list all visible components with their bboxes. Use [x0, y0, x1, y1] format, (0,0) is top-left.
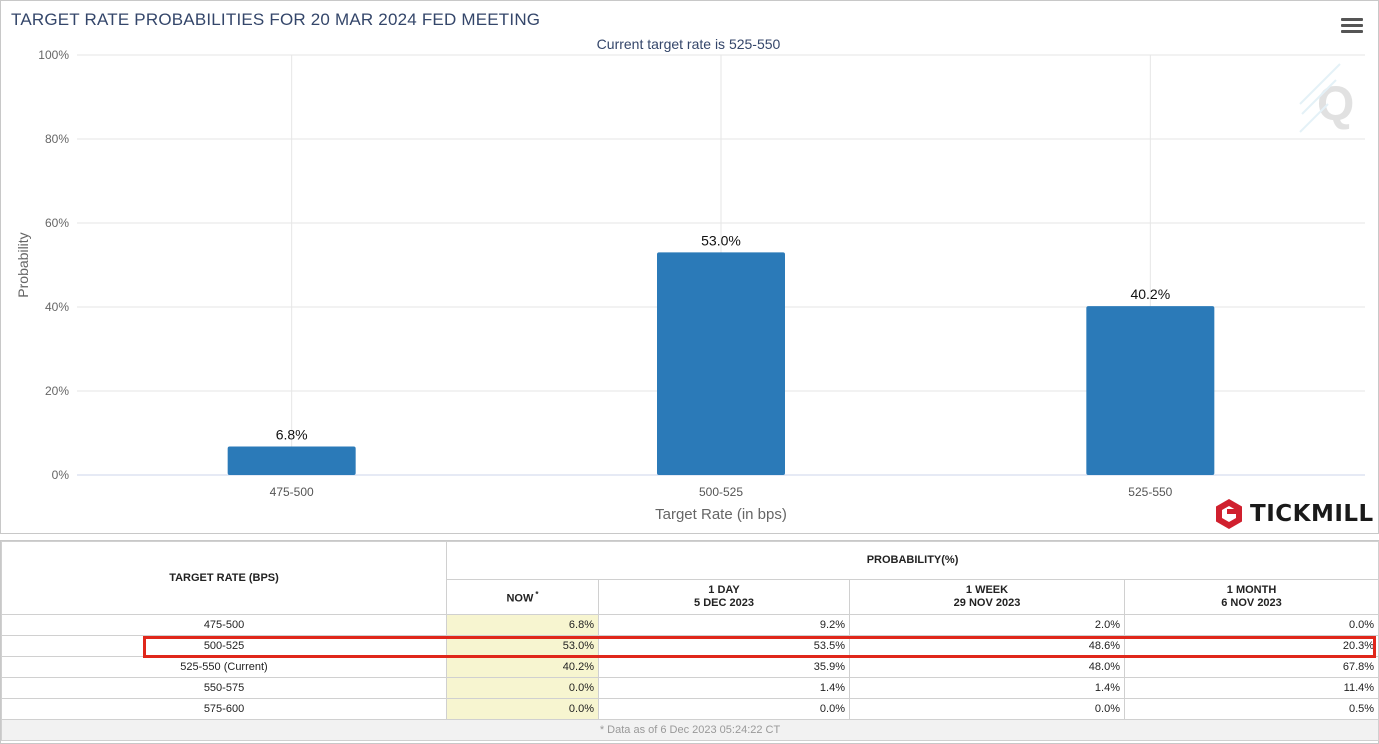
- header-col-label: 1 WEEK: [965, 583, 1009, 596]
- header-col-now: NOW *: [446, 578, 599, 615]
- header-probability: PROBABILITY(%): [445, 541, 1379, 580]
- x-tick-labels: 475-500 500-525 525-550: [270, 485, 1173, 499]
- bar-chart: 0% 20% 40% 60% 80% 100% 6.8% 53.0% 40.2% 475-50…: [15, 48, 1365, 523]
- y-tick-label: 100%: [38, 48, 69, 62]
- rate-cell: 575-600: [1, 698, 447, 720]
- y-tick-label: 60%: [45, 216, 69, 230]
- rate-cell: 475-500: [1, 614, 447, 636]
- header-col-label: 1 DAY: [708, 583, 740, 596]
- header-col-label: NOW: [506, 592, 534, 605]
- probability-cell: 48.0%: [849, 656, 1125, 678]
- y-tick-label: 40%: [45, 300, 69, 314]
- header-col-label: 1 MONTH: [1226, 583, 1277, 596]
- table-row: 500-525 53.0% 53.5% 48.6% 20.3%: [1, 635, 1379, 657]
- x-tick-label: 475-500: [270, 485, 314, 499]
- probability-cell: 1.4%: [598, 677, 850, 699]
- probability-cell: 0.0%: [446, 698, 599, 720]
- probability-cell: 0.5%: [1123, 698, 1379, 720]
- table-row: 525-550 (Current) 40.2% 35.9% 48.0% 67.8%: [1, 656, 1379, 678]
- data-labels: 6.8% 53.0% 40.2%: [276, 232, 1170, 442]
- header-col-date: 29 NOV 2023: [953, 596, 1021, 609]
- chart-subtitle: Current target rate is 525-550: [596, 36, 781, 52]
- table-row: 575-600 0.0% 0.0% 0.0% 0.5%: [1, 698, 1379, 720]
- tickmill-logo-text: TICKMILL: [1250, 501, 1374, 527]
- header-target-rate: TARGET RATE (BPS): [1, 541, 447, 615]
- probability-cell: 48.6%: [849, 635, 1125, 657]
- y-tick-label: 20%: [45, 384, 69, 398]
- chart-title: TARGET RATE PROBABILITIES FOR 20 MAR 202…: [11, 10, 541, 29]
- probability-table: TARGET RATE (BPS) PROBABILITY(%) NOW * 1 D…: [0, 541, 1379, 741]
- probability-cell: 67.8%: [1123, 656, 1379, 678]
- data-label: 6.8%: [276, 426, 308, 442]
- table-row: 550-575 0.0% 1.4% 1.4% 11.4%: [1, 677, 1379, 699]
- asterisk-mark: *: [535, 589, 539, 599]
- x-axis-label: Target Rate (in bps): [655, 506, 787, 523]
- header-col-1-week: 1 WEEK 29 NOV 2023: [849, 578, 1125, 615]
- table-footnote: * Data as of 6 Dec 2023 05:24:22 CT: [0, 719, 1379, 741]
- data-label: 53.0%: [701, 232, 741, 248]
- data-label: 40.2%: [1130, 286, 1170, 302]
- y-tick-labels: 0% 20% 40% 60% 80% 100%: [38, 48, 69, 482]
- tickmill-hexagon-logo-icon: [1216, 499, 1242, 529]
- x-tick-label: 500-525: [699, 485, 743, 499]
- y-tick-label: 0%: [52, 468, 70, 482]
- header-col-date: 6 NOV 2023: [1221, 596, 1282, 609]
- probability-cell: 40.2%: [446, 656, 599, 678]
- rate-cell: 550-575: [1, 677, 447, 699]
- bar-500-525[interactable]: [657, 252, 785, 475]
- q-watermark-icon: Q: [1299, 63, 1354, 133]
- probability-cell: 11.4%: [1123, 677, 1379, 699]
- rate-cell: 500-525: [1, 635, 447, 657]
- probability-cell: 1.4%: [849, 677, 1125, 699]
- table-row: 475-500 6.8% 9.2% 2.0% 0.0%: [1, 614, 1379, 636]
- probability-cell: 0.0%: [849, 698, 1125, 720]
- hamburger-menu-icon[interactable]: [1341, 18, 1363, 36]
- rate-cell: 525-550 (Current): [1, 656, 447, 678]
- bar-475-500[interactable]: [227, 446, 356, 475]
- header-col-1-month: 1 MONTH 6 NOV 2023: [1123, 578, 1379, 615]
- probability-cell: 53.0%: [446, 635, 599, 657]
- probability-cell: 53.5%: [598, 635, 850, 657]
- probability-cell: 20.3%: [1123, 635, 1379, 657]
- tickmill-brand: TICKMILL: [1214, 498, 1374, 530]
- probability-cell: 0.0%: [1123, 614, 1379, 636]
- header-col-1-day: 1 DAY 5 DEC 2023: [598, 578, 850, 615]
- probability-table-panel: TARGET RATE (BPS) PROBABILITY(%) NOW * 1 D…: [0, 540, 1379, 744]
- probability-cell: 9.2%: [598, 614, 850, 636]
- y-tick-label: 80%: [45, 132, 69, 146]
- x-tick-label: 525-550: [1128, 485, 1172, 499]
- probability-cell: 6.8%: [446, 614, 599, 636]
- bars: [227, 252, 1215, 475]
- probability-cell: 35.9%: [598, 656, 850, 678]
- probability-cell: 0.0%: [446, 677, 599, 699]
- probability-cell: 2.0%: [849, 614, 1125, 636]
- bar-525-550[interactable]: [1086, 306, 1215, 475]
- header-col-date: 5 DEC 2023: [694, 596, 754, 609]
- y-axis-label: Probability: [15, 232, 31, 297]
- probability-cell: 0.0%: [598, 698, 850, 720]
- svg-text:Q: Q: [1317, 78, 1354, 131]
